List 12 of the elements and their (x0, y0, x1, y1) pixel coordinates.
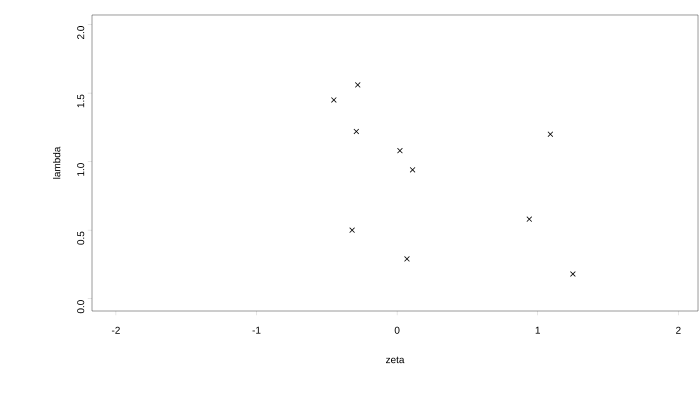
y-tick-label: 1.5 (77, 94, 84, 108)
x-tick-label: 1 (536, 326, 540, 334)
y-tick-label: 2.0 (77, 26, 84, 40)
x-axis-title: zeta (386, 356, 404, 364)
y-tick-label: 1.0 (77, 163, 84, 176)
y-tick-label: 0.0 (77, 300, 84, 314)
x-tick-label: 0 (394, 326, 400, 334)
x-tick-label: -1 (252, 326, 260, 334)
x-tick-label: 2 (676, 326, 681, 334)
x-tick-label: -2 (112, 326, 120, 334)
y-axis-title: lambda (53, 146, 60, 179)
y-tick-label: 0.5 (77, 232, 84, 245)
